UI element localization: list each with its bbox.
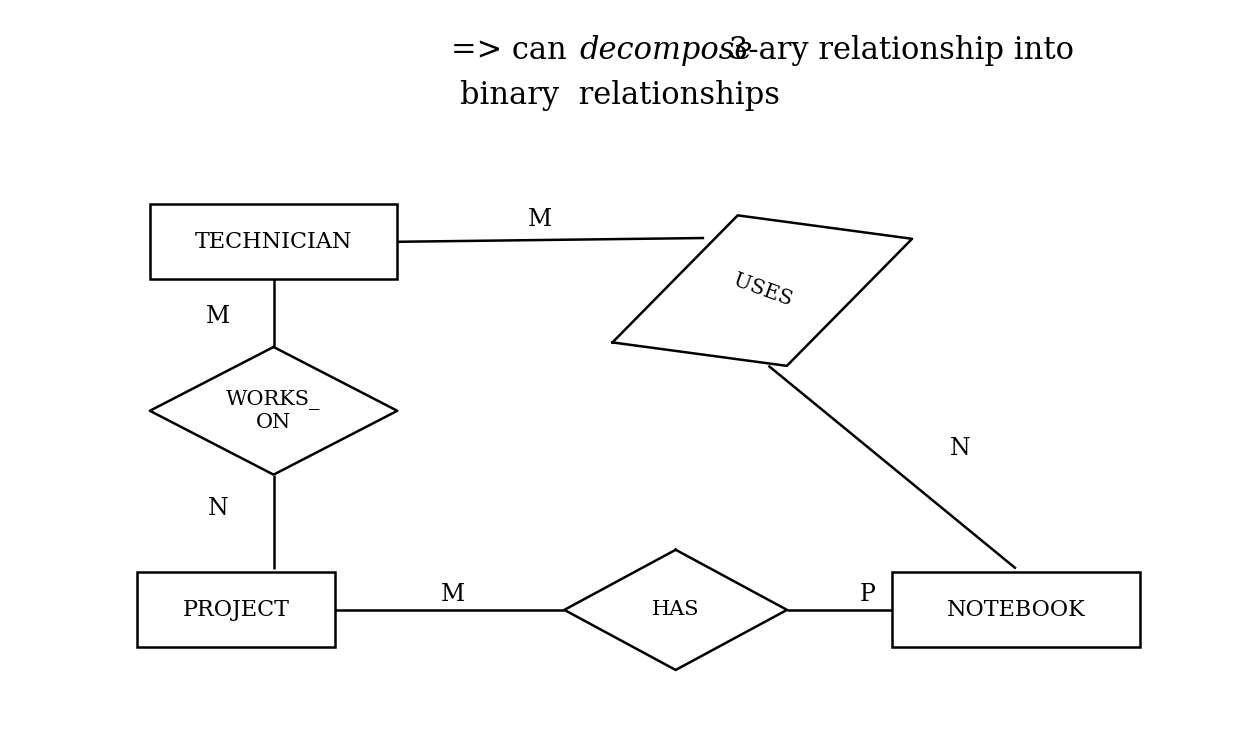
- Text: NOTEBOOK: NOTEBOOK: [946, 599, 1085, 621]
- Text: decompose: decompose: [579, 35, 753, 66]
- Polygon shape: [613, 216, 913, 366]
- Text: N: N: [950, 437, 971, 460]
- Text: HAS: HAS: [652, 600, 699, 619]
- Text: => can: => can: [451, 35, 577, 66]
- Bar: [150, 204, 397, 279]
- Text: M: M: [527, 208, 552, 231]
- Text: 3-ary relationship into: 3-ary relationship into: [719, 35, 1074, 66]
- Text: TECHNICIAN: TECHNICIAN: [195, 231, 352, 253]
- Bar: [138, 572, 336, 648]
- Text: P: P: [859, 584, 875, 606]
- Text: binary  relationships: binary relationships: [460, 80, 780, 111]
- Text: USES: USES: [730, 271, 795, 310]
- Polygon shape: [150, 347, 397, 475]
- Polygon shape: [564, 550, 787, 670]
- Text: M: M: [441, 584, 465, 606]
- Text: WORKS_
ON: WORKS_ ON: [227, 390, 321, 432]
- Text: M: M: [206, 305, 231, 329]
- Bar: [893, 572, 1140, 648]
- Text: N: N: [207, 497, 228, 520]
- Text: PROJECT: PROJECT: [184, 599, 290, 621]
